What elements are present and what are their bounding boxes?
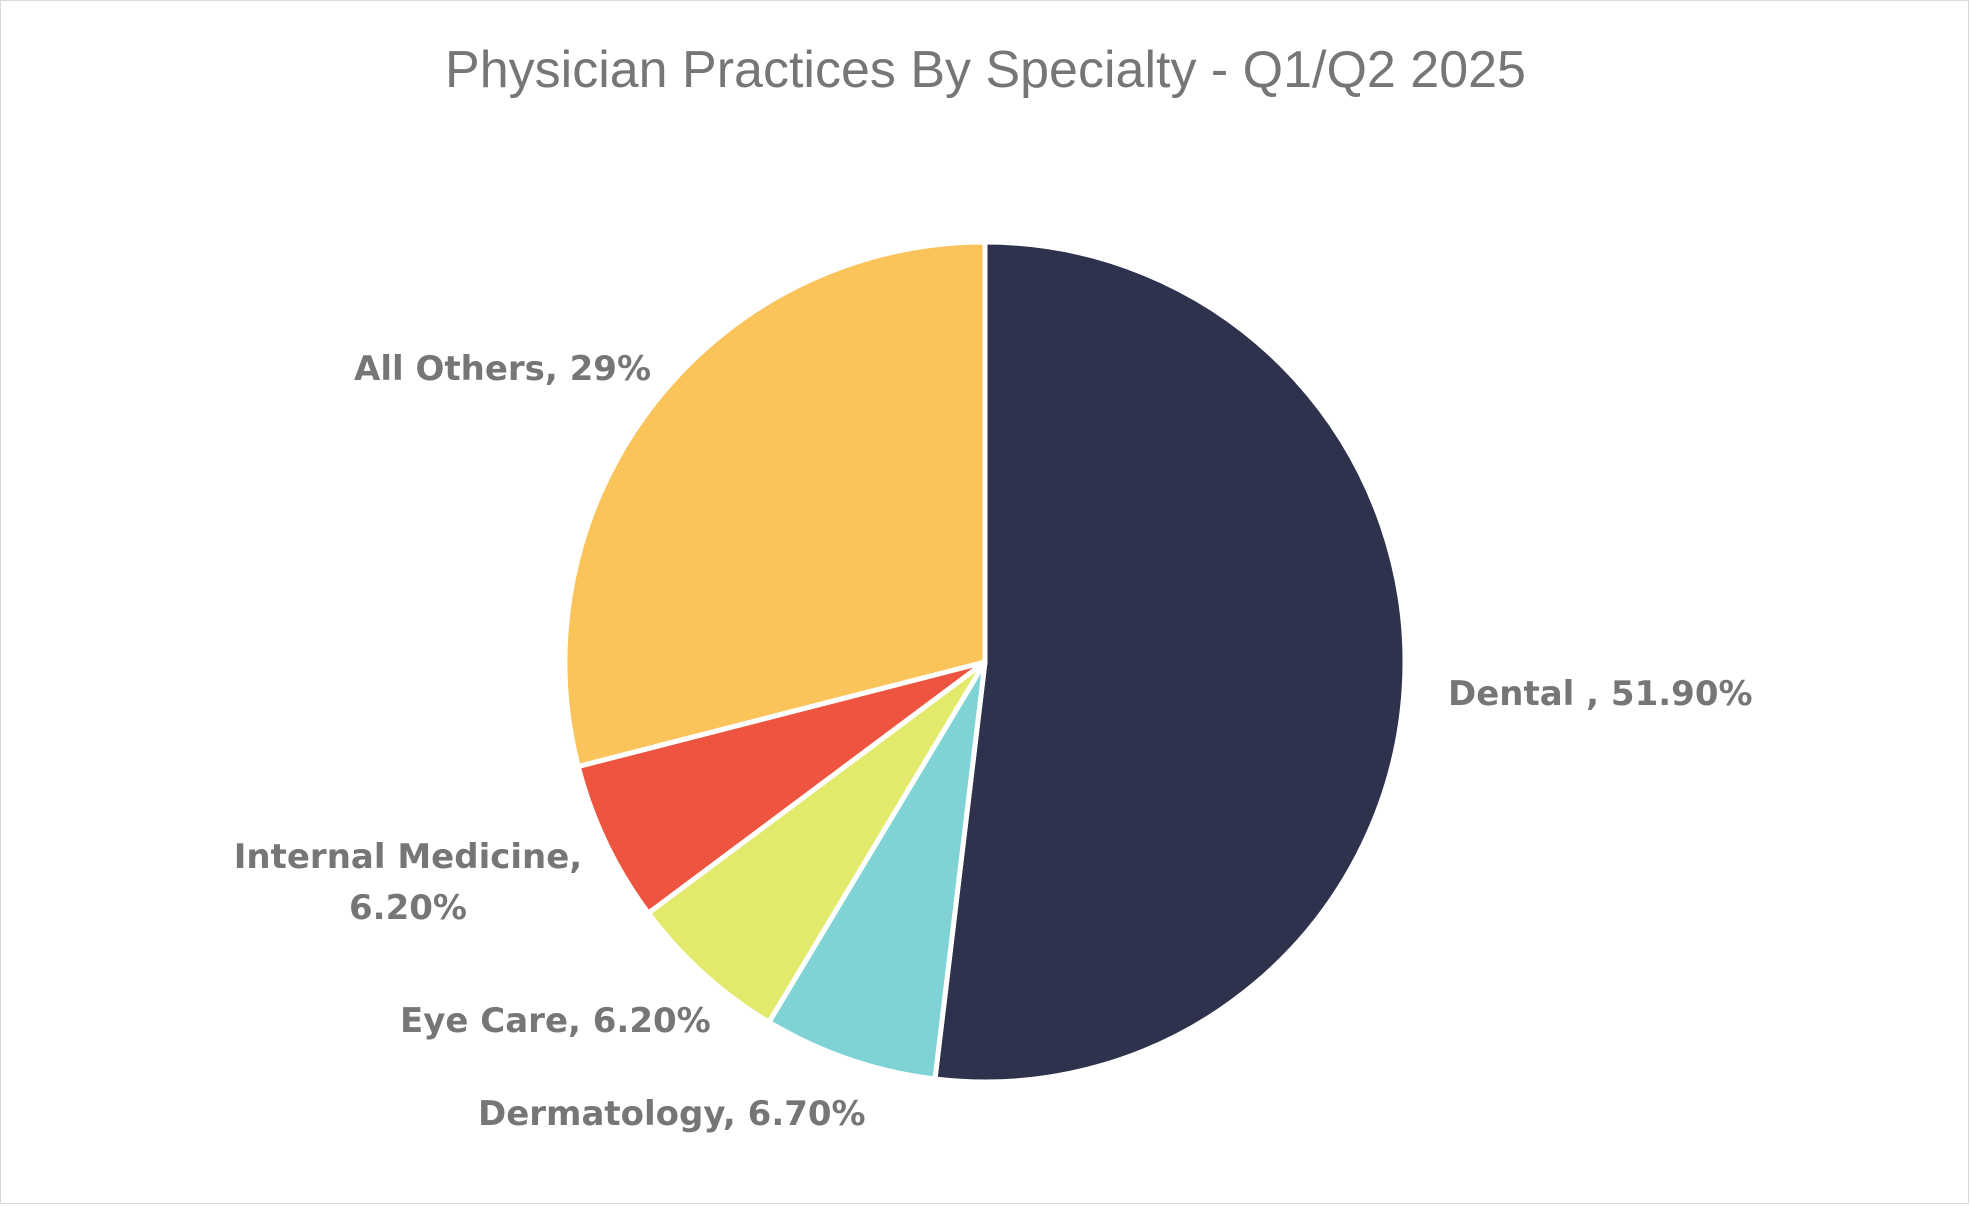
pie-slice-eye-care	[645, 659, 988, 1025]
chart-title: Physician Practices By Specialty - Q1/Q2…	[445, 41, 1526, 99]
pie-slice-dental	[932, 239, 1408, 1085]
data-label-dental: Dental , 51.90%	[1448, 674, 1753, 714]
data-label-dermatology: Dermatology, 6.70%	[478, 1094, 866, 1134]
data-label-all-others: All Others, 29%	[354, 349, 651, 389]
data-label-eye-care: Eye Care, 6.20%	[400, 1001, 711, 1041]
pie-slice-all-others	[562, 239, 988, 769]
pie-slice-internal-medicine	[575, 659, 988, 916]
pie-slice-dermatology	[766, 659, 988, 1082]
data-label-internal-medicine: Internal Medicine, 6.20%	[234, 837, 582, 928]
